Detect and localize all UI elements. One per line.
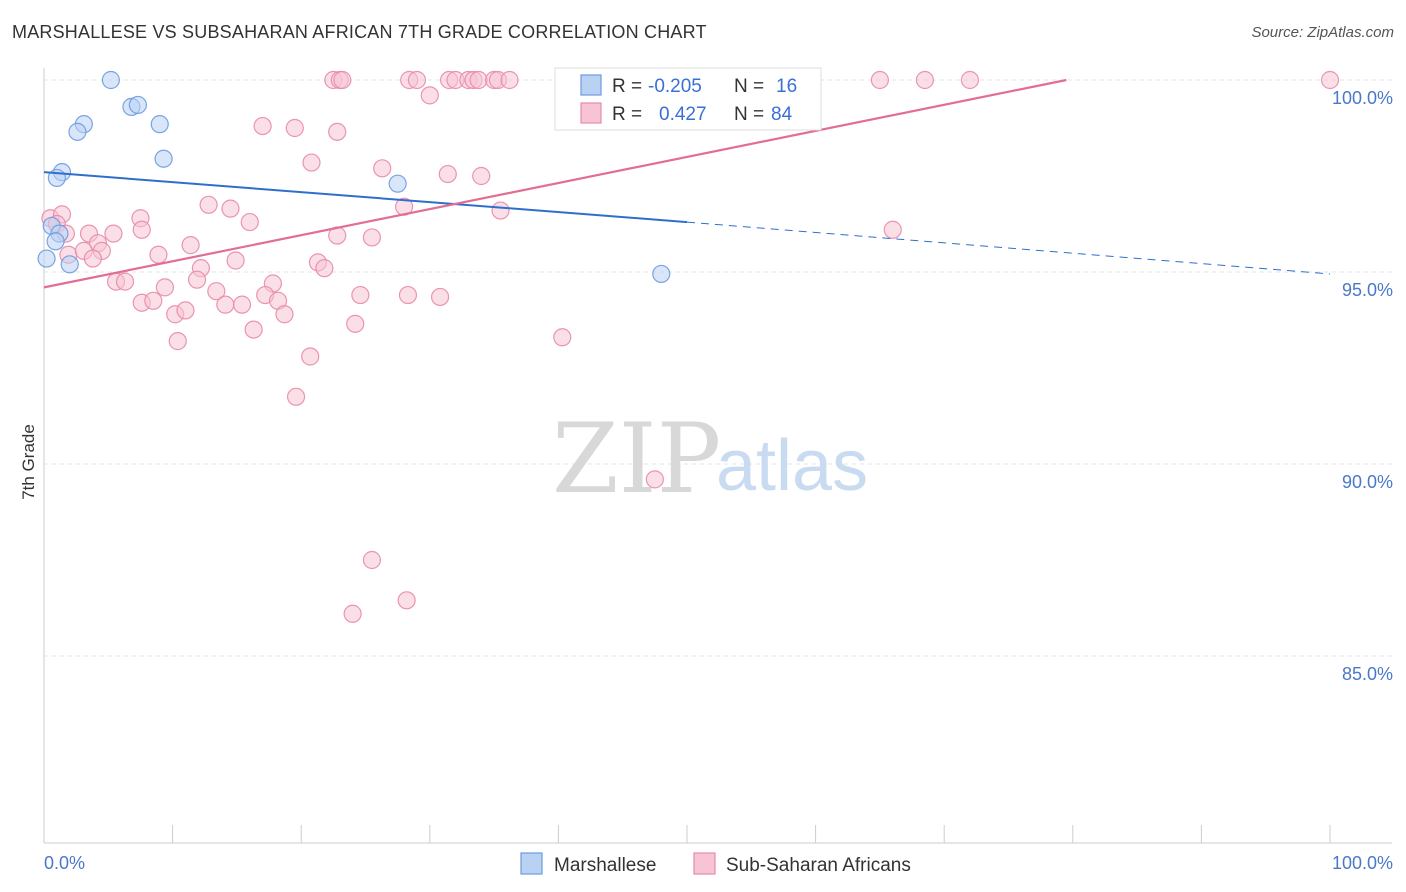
sub-saharan-point-30 <box>199 195 218 214</box>
sub-saharan-point-65 <box>351 285 370 305</box>
sub-saharan-point-62 <box>207 282 226 301</box>
sub-saharan-point-51 <box>149 245 168 264</box>
legend-swatch-marshallese-bottom <box>520 852 543 875</box>
sub-saharan-point-82 <box>362 550 382 570</box>
sub-saharan-point-2 <box>333 70 352 90</box>
sub-saharan-point-19 <box>915 70 935 90</box>
sub-saharan-point-71 <box>232 295 252 314</box>
sub-saharan-point-4 <box>407 70 427 90</box>
legend-entry-marshallese: Marshallese <box>554 855 656 876</box>
y-tick-label-0: 100.0% <box>1332 88 1393 108</box>
y-tick-label-2: 90.0% <box>1342 472 1393 492</box>
marshallese-point-12 <box>46 232 65 251</box>
sub-saharan-point-52 <box>83 249 102 268</box>
marshallese-point-13 <box>37 249 56 268</box>
sub-saharan-point-81 <box>645 470 664 489</box>
sub-saharan-point-77 <box>553 328 572 347</box>
watermark-atlas: atlas <box>716 426 868 506</box>
sub-saharan-point-80 <box>286 387 306 406</box>
sub-saharan-point-79 <box>301 347 320 366</box>
sub-saharan-point-41 <box>104 224 123 243</box>
series-legend: Marshallese Sub-Saharan Africans <box>520 852 911 876</box>
legend-n-label-1: N = <box>734 76 764 97</box>
y-tick-label-3: 85.0% <box>1342 664 1393 684</box>
legend-swatch-sub-saharan <box>580 102 602 124</box>
legend-entry-sub-saharan: Sub-Saharan Africans <box>726 855 911 876</box>
marshallese-point-9 <box>388 174 407 193</box>
sub-saharan-point-76 <box>346 314 365 333</box>
marshallese-trend-extension <box>686 221 1331 275</box>
legend-swatch-sub-saharan-bottom <box>693 852 716 875</box>
sub-saharan-point-27 <box>373 159 392 178</box>
sub-saharan-trend-line <box>43 78 1067 289</box>
grid-lines <box>44 79 1392 657</box>
legend-swatch-marshallese <box>580 74 602 96</box>
marshallese-trend-line <box>43 171 688 224</box>
sub-saharan-point-61 <box>155 278 174 297</box>
sub-saharan-point-83 <box>397 591 416 610</box>
sub-saharan-point-45 <box>362 228 382 247</box>
sub-saharan-point-20 <box>960 70 980 90</box>
sub-saharan-point-67 <box>430 287 450 307</box>
x-tick-label-1: 100.0% <box>1332 853 1393 873</box>
correlation-legend: R = -0.205 N = 16 R = 0.427 N = 84 <box>554 67 822 131</box>
sub-saharan-point-75 <box>244 320 263 339</box>
sub-saharan-point-55 <box>315 259 334 278</box>
legend-n-value-1: 16 <box>776 76 797 97</box>
marshallese-point-2 <box>128 95 147 115</box>
sub-saharan-point-9 <box>469 70 488 90</box>
sub-saharan-point-84 <box>343 604 362 623</box>
marshallese-point-6 <box>154 149 173 168</box>
sub-saharan-point-78 <box>168 332 187 351</box>
sub-saharan-point-25 <box>328 122 347 141</box>
sub-saharan-point-74 <box>275 305 294 324</box>
sub-saharan-point-22 <box>420 86 439 105</box>
legend-r-value-2: 0.427 <box>659 104 707 125</box>
axes <box>43 68 1392 844</box>
sub-saharan-point-66 <box>398 285 418 305</box>
sub-saharan-point-53 <box>226 251 245 270</box>
marshallese-point-15 <box>652 264 671 284</box>
sub-saharan-point-58 <box>115 272 135 291</box>
legend-n-label-2: N = <box>734 104 764 125</box>
sub-saharan-point-32 <box>240 212 259 232</box>
marshallese-point-5 <box>150 115 169 134</box>
sub-saharan-point-24 <box>285 118 304 138</box>
x-tick-labels: 0.0% 100.0% <box>44 853 1393 873</box>
watermark-zip: ZIP <box>552 403 721 515</box>
y-axis-label: 7th Grade <box>19 424 38 500</box>
marshallese-point-4 <box>68 122 87 141</box>
legend-r-value-1: -0.205 <box>648 76 702 97</box>
source-credit: Source: ZipAtlas.com <box>1251 24 1394 41</box>
sub-saharan-point-73 <box>176 301 195 320</box>
series-sub-saharan-points <box>41 70 1340 623</box>
chart-title: MARSHALLESE VS SUBSAHARAN AFRICAN 7TH GR… <box>12 22 707 42</box>
sub-saharan-point-28 <box>438 164 457 184</box>
sub-saharan-point-26 <box>302 153 321 172</box>
sub-saharan-point-31 <box>221 199 240 218</box>
x-tick-label-0: 0.0% <box>44 853 85 873</box>
legend-r-label-1: R = <box>612 76 642 97</box>
y-tick-label-1: 95.0% <box>1342 280 1393 300</box>
sub-saharan-point-34 <box>491 201 510 220</box>
marshallese-point-14 <box>60 255 79 274</box>
legend-r-label-2: R = <box>612 104 642 125</box>
sub-saharan-point-18 <box>870 70 890 90</box>
series-marshallese-points <box>37 70 671 284</box>
sub-saharan-point-21 <box>1320 70 1340 90</box>
sub-saharan-point-35 <box>883 220 902 239</box>
sub-saharan-point-59 <box>187 270 207 289</box>
sub-saharan-point-29 <box>472 166 491 186</box>
y-tick-labels: 100.0% 95.0% 90.0% 85.0% <box>1332 88 1393 684</box>
trend-lines <box>43 78 1331 289</box>
sub-saharan-point-43 <box>132 220 151 239</box>
legend-n-value-2: 84 <box>771 104 793 125</box>
marshallese-point-0 <box>101 70 120 90</box>
sub-saharan-point-12 <box>500 70 519 90</box>
sub-saharan-point-23 <box>253 116 272 136</box>
sub-saharan-point-69 <box>144 291 163 310</box>
sub-saharan-point-70 <box>216 295 235 314</box>
sub-saharan-point-47 <box>181 236 200 255</box>
